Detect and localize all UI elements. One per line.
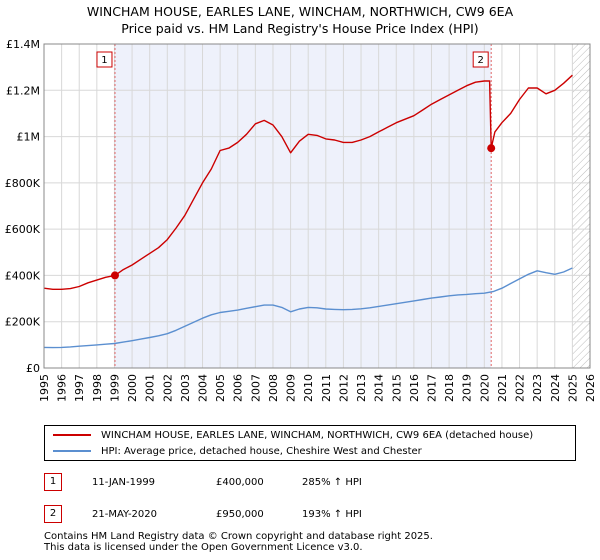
transaction-price: £400,000 xyxy=(216,477,264,488)
footer-licence: This data is licensed under the Open Gov… xyxy=(44,542,363,553)
x-tick-label: 2018 xyxy=(443,374,456,402)
transaction-hpi: 285% ↑ HPI xyxy=(302,477,362,488)
x-tick-label: 1995 xyxy=(38,374,51,402)
transaction-row: 2 21-MAY-2020 £950,000 193% ↑ HPI xyxy=(44,505,584,525)
y-tick-label: £600K xyxy=(5,223,41,236)
y-tick-label: £1.4M xyxy=(6,38,40,51)
plot-frame xyxy=(43,43,591,369)
transaction-price: £950,000 xyxy=(216,509,264,520)
y-tick-label: £400K xyxy=(5,269,41,282)
sale-badge-label: 1 xyxy=(101,55,107,66)
x-tick-label: 2020 xyxy=(478,374,491,402)
y-tick-label: £1.2M xyxy=(6,84,40,97)
x-tick-label: 2000 xyxy=(126,374,139,402)
transaction-badge: 1 xyxy=(44,473,62,491)
x-tick-label: 2008 xyxy=(267,374,280,402)
x-tick-label: 2011 xyxy=(320,374,333,402)
x-tick-label: 1997 xyxy=(73,374,86,402)
sale-badge-box xyxy=(96,51,113,68)
y-tick-label: £0 xyxy=(26,362,40,375)
transaction-badge: 2 xyxy=(44,505,62,523)
sale-badge-box xyxy=(472,51,489,68)
legend: WINCHAM HOUSE, EARLES LANE, WINCHAM, NOR… xyxy=(44,425,576,461)
x-tick-label: 2016 xyxy=(408,374,421,402)
sale-badge-label: 2 xyxy=(478,55,484,66)
sale-point xyxy=(110,271,119,280)
x-tick-label: 2015 xyxy=(390,374,403,402)
transaction-hpi: 193% ↑ HPI xyxy=(302,509,362,520)
footer: Contains HM Land Registry data © Crown c… xyxy=(44,531,433,553)
legend-property-swatch xyxy=(53,434,91,436)
transaction-row: 1 11-JAN-1999 £400,000 285% ↑ HPI xyxy=(44,473,584,493)
x-tick-label: 2017 xyxy=(425,374,438,402)
x-tick-label: 2009 xyxy=(285,374,298,402)
x-tick-label: 2024 xyxy=(549,374,562,402)
footer-copyright: Contains HM Land Registry data © Crown c… xyxy=(44,531,433,542)
x-tick-label: 2019 xyxy=(461,374,474,402)
x-tick-label: 2012 xyxy=(337,374,350,402)
sale-point xyxy=(487,144,496,153)
x-tick-label: 2002 xyxy=(161,374,174,402)
x-tick-label: 2022 xyxy=(514,374,527,402)
legend-property: WINCHAM HOUSE, EARLES LANE, WINCHAM, NOR… xyxy=(53,428,533,444)
chart-title: WINCHAM HOUSE, EARLES LANE, WINCHAM, NOR… xyxy=(86,4,514,19)
legend-hpi: HPI: Average price, detached house, Ches… xyxy=(53,444,422,460)
legend-hpi-label: HPI: Average price, detached house, Ches… xyxy=(101,446,422,457)
x-tick-label: 1996 xyxy=(56,374,69,402)
transaction-date: 21-MAY-2020 xyxy=(92,509,158,520)
legend-hpi-swatch xyxy=(53,450,91,452)
x-tick-label: 2026 xyxy=(584,374,597,402)
x-tick-label: 2001 xyxy=(144,374,157,402)
chart-title-block: WINCHAM HOUSE, EARLES LANE, WINCHAM, NOR… xyxy=(0,3,600,37)
hpi-series-line xyxy=(43,267,573,349)
y-tick-label: £800K xyxy=(5,177,41,190)
ownership-period-shading xyxy=(114,44,492,368)
x-tick-label: 2013 xyxy=(355,374,368,402)
future-hatch-area xyxy=(572,44,590,368)
y-tick-label: £1M xyxy=(17,131,41,144)
property-series-line xyxy=(43,74,573,290)
y-tick-label: £200K xyxy=(5,316,41,329)
price-chart: £0 £200K £400K £600K £800K £1M £1.2M £1.4M 1995 1… xyxy=(5,38,597,402)
x-tick-label: 2010 xyxy=(302,374,315,402)
x-tick-label: 2006 xyxy=(232,374,245,402)
x-tick-label: 1998 xyxy=(91,374,104,402)
x-tick-label: 2007 xyxy=(249,374,262,402)
legend-property-label: WINCHAM HOUSE, EARLES LANE, WINCHAM, NOR… xyxy=(101,430,534,441)
x-tick-label: 2014 xyxy=(373,374,386,402)
x-tick-label: 2025 xyxy=(566,374,579,402)
transaction-date: 11-JAN-1999 xyxy=(92,477,156,488)
x-tick-label: 2003 xyxy=(179,374,192,402)
x-tick-label: 2005 xyxy=(214,374,227,402)
x-tick-label: 2023 xyxy=(531,374,544,402)
chart-subtitle: Price paid vs. HM Land Registry's House … xyxy=(121,21,479,36)
x-tick-label: 2004 xyxy=(197,374,210,402)
x-tick-label: 1999 xyxy=(108,374,121,402)
x-tick-label: 2021 xyxy=(496,374,509,402)
